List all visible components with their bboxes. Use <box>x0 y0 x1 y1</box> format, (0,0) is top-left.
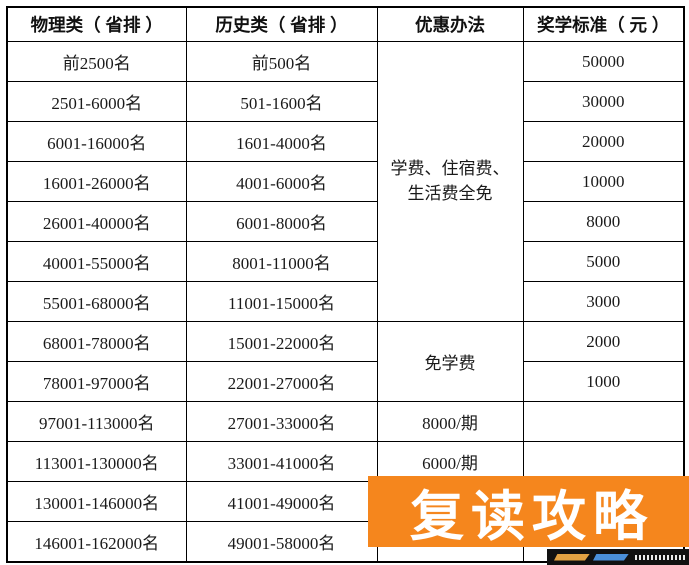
history-rank: 22001-27000名 <box>185 361 378 402</box>
header-row: 物理类（ 省排 ） 历史类（ 省排 ） 优惠办法 奖学标准（ 元 ） <box>6 6 685 42</box>
physics-rank: 2501-6000名 <box>6 81 187 122</box>
banner-text: 复读攻略 <box>410 487 654 547</box>
benefit-line1: 学费、住宿费、 <box>390 158 510 178</box>
history-rank: 49001-58000名 <box>185 521 378 563</box>
history-rank: 4001-6000名 <box>185 161 378 202</box>
award-value: 1000 <box>522 361 685 402</box>
physics-rank: 78001-97000名 <box>6 361 187 402</box>
watermark-orange-shape <box>554 553 590 561</box>
history-rank: 41001-49000名 <box>185 481 378 522</box>
repeat-study-guide-banner: 复读攻略 <box>368 476 689 547</box>
award-value: 3000 <box>522 281 685 322</box>
physics-rank: 97001-113000名 <box>6 401 187 442</box>
award-value: 30000 <box>522 81 685 122</box>
watermark-bar <box>547 549 689 565</box>
history-rank: 33001-41000名 <box>185 441 378 482</box>
benefit-per-term: 8000/期 <box>376 401 524 442</box>
history-rank: 6001-8000名 <box>185 201 378 242</box>
physics-rank: 55001-68000名 <box>6 281 187 322</box>
physics-rank: 6001-16000名 <box>6 121 187 162</box>
benefit-tuition-free: 免学费 <box>376 321 524 402</box>
history-rank: 8001-11000名 <box>185 241 378 282</box>
history-rank: 15001-22000名 <box>185 321 378 362</box>
benefit-per-term: 6000/期 <box>376 441 524 482</box>
physics-rank: 16001-26000名 <box>6 161 187 202</box>
physics-rank: 前2500名 <box>6 41 187 82</box>
history-rank: 501-1600名 <box>185 81 378 122</box>
history-rank: 11001-15000名 <box>185 281 378 322</box>
table-row: 68001-78000名 15001-22000名 免学费 2000 <box>6 321 685 402</box>
table-row: 55001-68000名 11001-15000名 3000 <box>6 281 685 322</box>
award-value: 8000 <box>522 201 685 242</box>
award-value <box>522 401 685 442</box>
watermark-url-text <box>635 554 685 560</box>
table-row: 97001-113000名 27001-33000名 8000/期 <box>6 401 685 442</box>
history-rank: 1601-4000名 <box>185 121 378 162</box>
physics-rank: 68001-78000名 <box>6 321 187 362</box>
header-history: 历史类（ 省排 ） <box>185 6 378 42</box>
table-row: 78001-97000名 22001-27000名 1000 <box>6 361 685 402</box>
physics-rank: 40001-55000名 <box>6 241 187 282</box>
benefit-full-free: 学费、住宿费、 生活费全免 <box>376 41 524 322</box>
header-benefit: 优惠办法 <box>376 6 524 42</box>
history-rank: 27001-33000名 <box>185 401 378 442</box>
table-row: 6001-16000名 1601-4000名 20000 <box>6 121 685 162</box>
header-award: 奖学标准（ 元 ） <box>522 6 685 42</box>
table-row: 前2500名 前500名 学费、住宿费、 生活费全免 50000 <box>6 41 685 322</box>
physics-rank: 146001-162000名 <box>6 521 187 563</box>
award-value: 50000 <box>522 41 685 82</box>
table-row: 26001-40000名 6001-8000名 8000 <box>6 201 685 242</box>
table-row: 40001-55000名 8001-11000名 5000 <box>6 241 685 282</box>
table-row: 16001-26000名 4001-6000名 10000 <box>6 161 685 202</box>
physics-rank: 26001-40000名 <box>6 201 187 242</box>
award-value: 20000 <box>522 121 685 162</box>
table-row: 2501-6000名 501-1600名 30000 <box>6 81 685 122</box>
benefit-line2: 生活费全免 <box>407 183 493 203</box>
physics-rank: 113001-130000名 <box>6 441 187 482</box>
physics-rank: 130001-146000名 <box>6 481 187 522</box>
award-value: 5000 <box>522 241 685 282</box>
award-value: 10000 <box>522 161 685 202</box>
history-rank: 前500名 <box>185 41 378 82</box>
header-physics: 物理类（ 省排 ） <box>6 6 187 42</box>
award-value: 2000 <box>522 321 685 362</box>
watermark-blue-shape <box>593 553 629 561</box>
